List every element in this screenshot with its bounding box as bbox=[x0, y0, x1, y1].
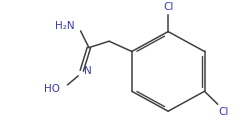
Text: Cl: Cl bbox=[218, 107, 229, 117]
Text: N: N bbox=[84, 66, 92, 76]
Text: H₂N: H₂N bbox=[55, 21, 75, 31]
Text: Cl: Cl bbox=[163, 2, 173, 12]
Text: HO: HO bbox=[44, 84, 60, 94]
